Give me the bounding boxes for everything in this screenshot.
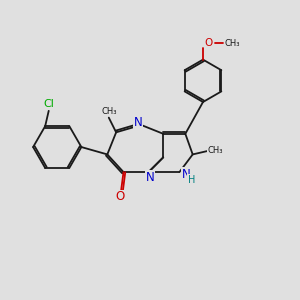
Text: O: O (205, 38, 213, 48)
Text: N: N (182, 168, 190, 181)
Text: CH₃: CH₃ (101, 106, 116, 116)
Text: H: H (188, 175, 195, 185)
Text: N: N (134, 116, 142, 129)
Text: Cl: Cl (43, 99, 54, 109)
Text: CH₃: CH₃ (208, 146, 224, 155)
Text: CH₃: CH₃ (225, 39, 240, 48)
Text: O: O (115, 190, 124, 203)
Text: N: N (146, 171, 154, 184)
